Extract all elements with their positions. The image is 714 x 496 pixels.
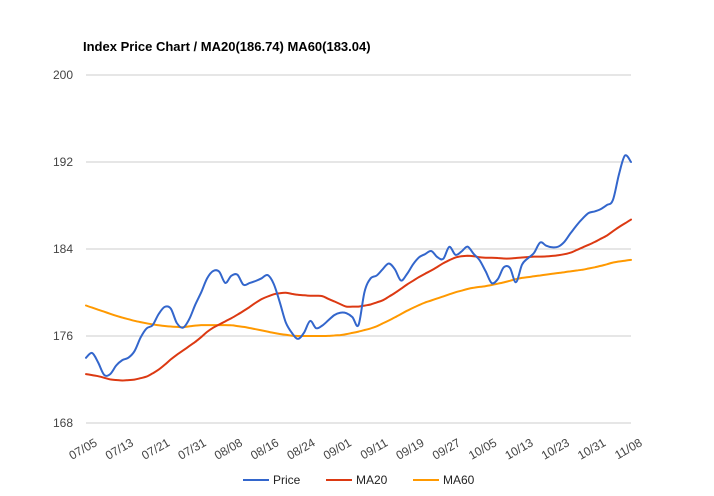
x-tick-label: 08/24	[284, 435, 317, 462]
x-tick-label: 08/16	[248, 435, 281, 462]
series-line-price	[85, 154, 632, 377]
x-tick-label: 10/31	[575, 435, 608, 462]
legend-label-ma20: MA20	[356, 473, 388, 487]
y-tick-label: 184	[53, 242, 73, 256]
x-tick-label: 09/11	[358, 435, 391, 462]
x-tick-label: 07/05	[66, 435, 99, 462]
x-tick-label: 11/08	[612, 435, 645, 462]
chart-title: Index Price Chart / MA20(186.74) MA60(18…	[83, 39, 371, 54]
series-line-ma60	[85, 258, 632, 338]
x-tick-label: 08/08	[212, 435, 245, 462]
x-tick-label: 10/23	[539, 435, 572, 462]
legend: Price MA20 MA60	[243, 473, 475, 487]
series-line-ma20	[85, 218, 632, 382]
x-tick-label: 10/05	[466, 435, 499, 462]
x-tick-label: 09/01	[321, 435, 354, 462]
y-tick-label: 192	[53, 155, 73, 169]
series-lines	[85, 154, 632, 382]
x-tick-label: 10/13	[502, 435, 535, 462]
y-tick-label: 176	[53, 329, 73, 343]
x-tick-label: 09/27	[430, 435, 463, 462]
legend-label-ma60: MA60	[443, 473, 475, 487]
x-tick-label: 09/19	[393, 435, 426, 462]
x-tick-label: 07/13	[103, 435, 136, 462]
grid-lines	[86, 74, 631, 424]
x-tick-label: 07/21	[139, 435, 172, 462]
y-axis-ticks: 200 192 184 176 168	[53, 68, 73, 430]
y-tick-label: 168	[53, 416, 73, 430]
x-axis-ticks: 07/05 07/13 07/21 07/31 08/08 08/16 08/24 09/01…	[66, 435, 644, 462]
legend-label-price: Price	[273, 473, 301, 487]
y-tick-label: 200	[53, 68, 73, 82]
x-tick-label: 07/31	[175, 435, 208, 462]
